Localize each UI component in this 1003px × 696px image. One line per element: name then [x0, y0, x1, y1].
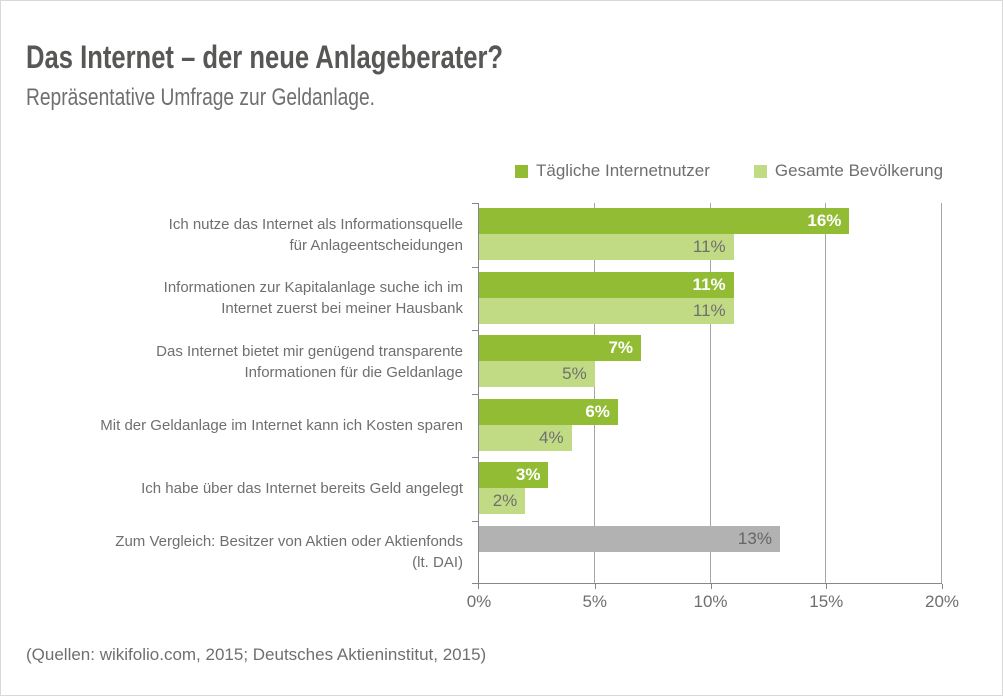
category-axis-tick: [472, 520, 479, 522]
category-label: Zum Vergleich: Besitzer von Aktien oder …: [115, 533, 463, 572]
chart-legend: Tägliche Internetnutzer Gesamte Bevölker…: [515, 161, 943, 181]
bar-value-label: 2%: [492, 491, 518, 510]
category-label: Ich nutze das Internet als Informationsq…: [168, 215, 463, 254]
bar-group: 6% 4%: [479, 394, 942, 458]
bar-value-label: 3%: [515, 465, 541, 484]
legend-item-daily-internet-users: Tägliche Internetnutzer: [515, 161, 710, 181]
bar-tägliche-internetnutzer: 7%: [479, 335, 642, 361]
category-label: Ich habe über das Internet bereits Geld …: [141, 480, 463, 498]
gridline: [941, 203, 942, 583]
bar-value-label: 11%: [692, 300, 726, 320]
bar-gesamte-bevölkerung: 4%: [479, 424, 572, 451]
category-label: Mit der Geldanlage im Internet kann ich …: [100, 416, 463, 434]
category-row: Ich habe über das Internet bereits Geld …: [21, 457, 463, 521]
bar-tägliche-internetnutzer: 6%: [479, 398, 618, 425]
legend-label-total: Gesamte Bevölkerung: [774, 161, 944, 180]
category-axis-tick: [472, 330, 479, 331]
category-row: Informationen zur Kapitalanlage suche ic…: [21, 267, 463, 331]
category-row: Zum Vergleich: Besitzer von Aktien oder …: [21, 521, 463, 585]
x-axis-tick: [710, 584, 712, 589]
x-axis-tick: [942, 584, 943, 589]
x-axis-label: 10%: [693, 592, 728, 611]
bar-group: 11% 11%: [479, 267, 942, 331]
category-row: Mit der Geldanlage im Internet kann ich …: [21, 394, 463, 458]
bar-gesamte-bevölkerung: 5%: [479, 361, 595, 387]
x-axis-label: 15%: [809, 592, 844, 611]
bar-value-label: 16%: [807, 211, 842, 230]
bar-group: 7% 5%: [479, 330, 942, 394]
bar-group: 3% 2%: [479, 457, 942, 521]
bar-gesamte-bevölkerung: 11%: [479, 234, 734, 260]
bar-gesamte-bevölkerung: 2%: [479, 488, 526, 514]
x-axis-tick: [826, 584, 828, 589]
category-axis-tick: [472, 203, 479, 204]
bar-value-label: 11%: [692, 237, 726, 256]
category-axis-tick: [472, 583, 479, 584]
category-label: Informationen zur Kapitalanlage suche ic…: [163, 279, 463, 318]
legend-item-total-population: Gesamte Bevölkerung: [753, 161, 944, 181]
x-axis-label: 0%: [466, 592, 492, 611]
category-axis-tick: [472, 457, 479, 458]
source-note: (Quellen: wikifolio.com, 2015; Deutsches…: [26, 645, 487, 664]
bar-value-label: 11%: [692, 274, 726, 294]
x-axis-label: 5%: [582, 592, 608, 611]
category-row: Das Internet bietet mir genügend transpa…: [21, 330, 463, 394]
legend-swatch-total-icon: [753, 164, 767, 178]
gridline: [709, 203, 711, 583]
category-axis-tick: [472, 393, 479, 395]
bar-value-label: 4%: [539, 427, 564, 447]
category-label: Das Internet bietet mir genügend transpa…: [156, 342, 463, 381]
bar-value-label: 6%: [585, 401, 610, 421]
bar-gesamte-bevölkerung: 11%: [479, 297, 734, 324]
bar-value-label: 13%: [737, 528, 772, 548]
category-row: Ich nutze das Internet als Informationsq…: [21, 203, 463, 267]
page-subtitle: Repräsentative Umfrage zur Geldanlage.: [26, 83, 375, 111]
bar-tägliche-internetnutzer: 3%: [479, 462, 549, 488]
bar-group: 13%: [479, 521, 942, 585]
bar-tägliche-internetnutzer: 11%: [479, 271, 734, 298]
legend-swatch-daily-icon: [515, 164, 528, 178]
bar-tägliche-internetnutzer: 16%: [479, 208, 850, 234]
category-axis-tick: [472, 266, 479, 268]
bar-value-label: 7%: [608, 338, 634, 357]
bar-vergleich-besitzer-von-aktien-oder-aktienfonds: 13%: [479, 525, 780, 552]
page-title: Das Internet – der neue Anlageberater?: [26, 39, 504, 75]
bar-group: 16% 11%: [479, 203, 942, 267]
gridline: [593, 203, 595, 583]
gridline: [825, 203, 827, 583]
legend-label-daily: Tägliche Internetnutzer: [536, 161, 710, 180]
plot-area: 16% 11% 11% 11% 7% 5% 6% 4% 3% 2% 13% 0% 5% 10% 15% 20%: [467, 203, 959, 611]
x-axis-tick: [478, 584, 479, 589]
x-axis-tick: [594, 584, 596, 589]
category-labels: Ich nutze das Internet als Informationsq…: [21, 203, 463, 584]
x-axis-label: 20%: [924, 592, 960, 611]
bar-value-label: 5%: [562, 364, 587, 383]
